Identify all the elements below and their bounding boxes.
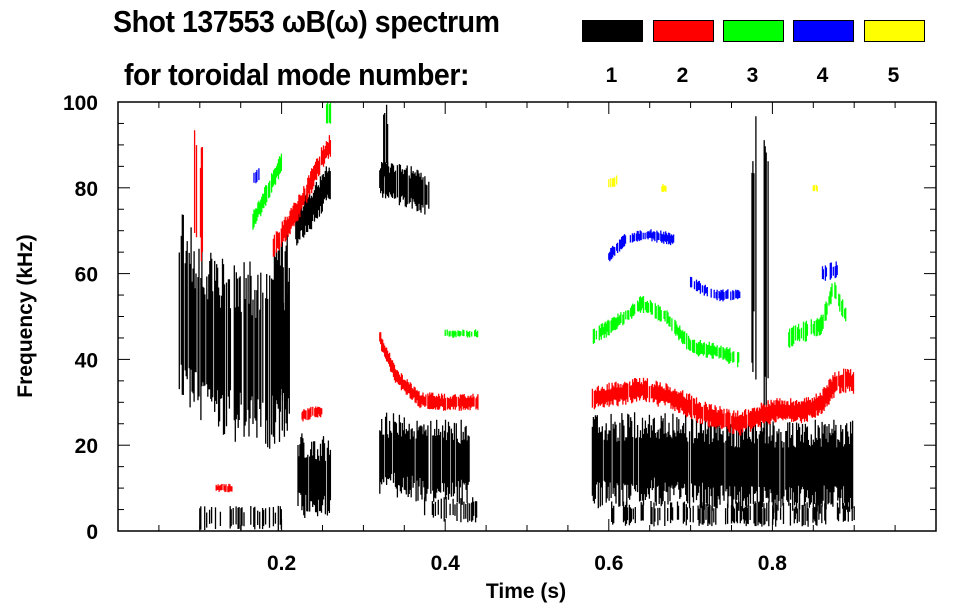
y-tick-label: 80: [75, 178, 98, 201]
spectral-feature-mode-1-9: [591, 412, 854, 514]
spectral-feature-mode-3-23: [788, 282, 847, 348]
y-tick-label: 60: [75, 264, 98, 287]
spectral-feature-mode-1-4: [199, 505, 282, 531]
legend-label-mode-5: 5: [887, 64, 900, 87]
y-tick-label: 100: [63, 92, 98, 115]
legend-swatch-mode-1: [582, 20, 643, 42]
spectral-feature-mode-4-24: [608, 229, 675, 262]
spectral-feature-mode-2-15: [301, 406, 323, 422]
legend-label-mode-1: 1: [605, 64, 618, 87]
spectral-feature-mode-1-2: [295, 166, 331, 246]
x-tick-label: 0.4: [431, 552, 461, 575]
spectral-feature-mode-1-10: [611, 501, 855, 527]
spectral-feature-mode-2-18: [591, 368, 855, 436]
spectral-feature-mode-4-25: [689, 276, 741, 302]
spectral-feature-mode-2-17: [379, 332, 479, 411]
legend-label-mode-3: 3: [746, 64, 759, 87]
spectral-feature-mode-3-21: [444, 329, 479, 338]
spectral-feature-mode-5-30: [812, 184, 818, 192]
spectral-feature-mode-1-5: [379, 161, 430, 215]
spectral-feature-mode-2-14: [272, 135, 332, 257]
chart-title: Shot 137553 ωB(ω) spectrum: [113, 4, 500, 39]
spectral-feature-mode-3-19: [252, 153, 283, 230]
y-tick-label: 20: [75, 435, 98, 458]
spectral-feature-mode-3-22: [592, 296, 740, 368]
spectral-feature-mode-3-20: [325, 102, 332, 124]
spectral-feature-mode-1-6: [383, 104, 389, 179]
legend-swatch-mode-5: [864, 20, 925, 42]
y-tick-label: 40: [75, 349, 98, 372]
x-axis-label: Time (s): [486, 580, 566, 603]
spectral-feature-mode-1-11: [751, 116, 757, 380]
spectral-feature-mode-4-27: [253, 168, 260, 184]
spectral-feature-mode-5-28: [608, 175, 618, 188]
spectral-feature-mode-1-7: [379, 412, 470, 505]
y-axis-label: Frequency (kHz): [14, 234, 37, 397]
legend-label-mode-4: 4: [816, 64, 829, 87]
legend-swatch-mode-2: [653, 20, 714, 42]
spectral-feature-mode-4-26: [821, 261, 838, 281]
spectral-feature-mode-1-3: [297, 433, 332, 518]
legend-swatch-mode-3: [723, 20, 784, 42]
spectral-feature-mode-1-8: [423, 496, 478, 523]
spectral-feature-mode-1-1: [272, 220, 288, 437]
spectral-feature-mode-1-12: [763, 140, 769, 450]
x-tick-label: 0.2: [267, 552, 296, 575]
chart-subtitle: for toroidal mode number:: [124, 57, 469, 92]
spectral-feature-mode-2-16: [215, 483, 233, 493]
y-tick-label: 0: [86, 521, 98, 544]
spectral-feature-mode-2-13: [193, 130, 204, 262]
legend-label-mode-2: 2: [676, 64, 689, 87]
legend-swatch-mode-4: [793, 20, 854, 42]
spectral-feature-mode-5-29: [661, 184, 667, 192]
x-tick-label: 0.6: [594, 552, 623, 575]
x-tick-label: 0.8: [758, 552, 788, 575]
